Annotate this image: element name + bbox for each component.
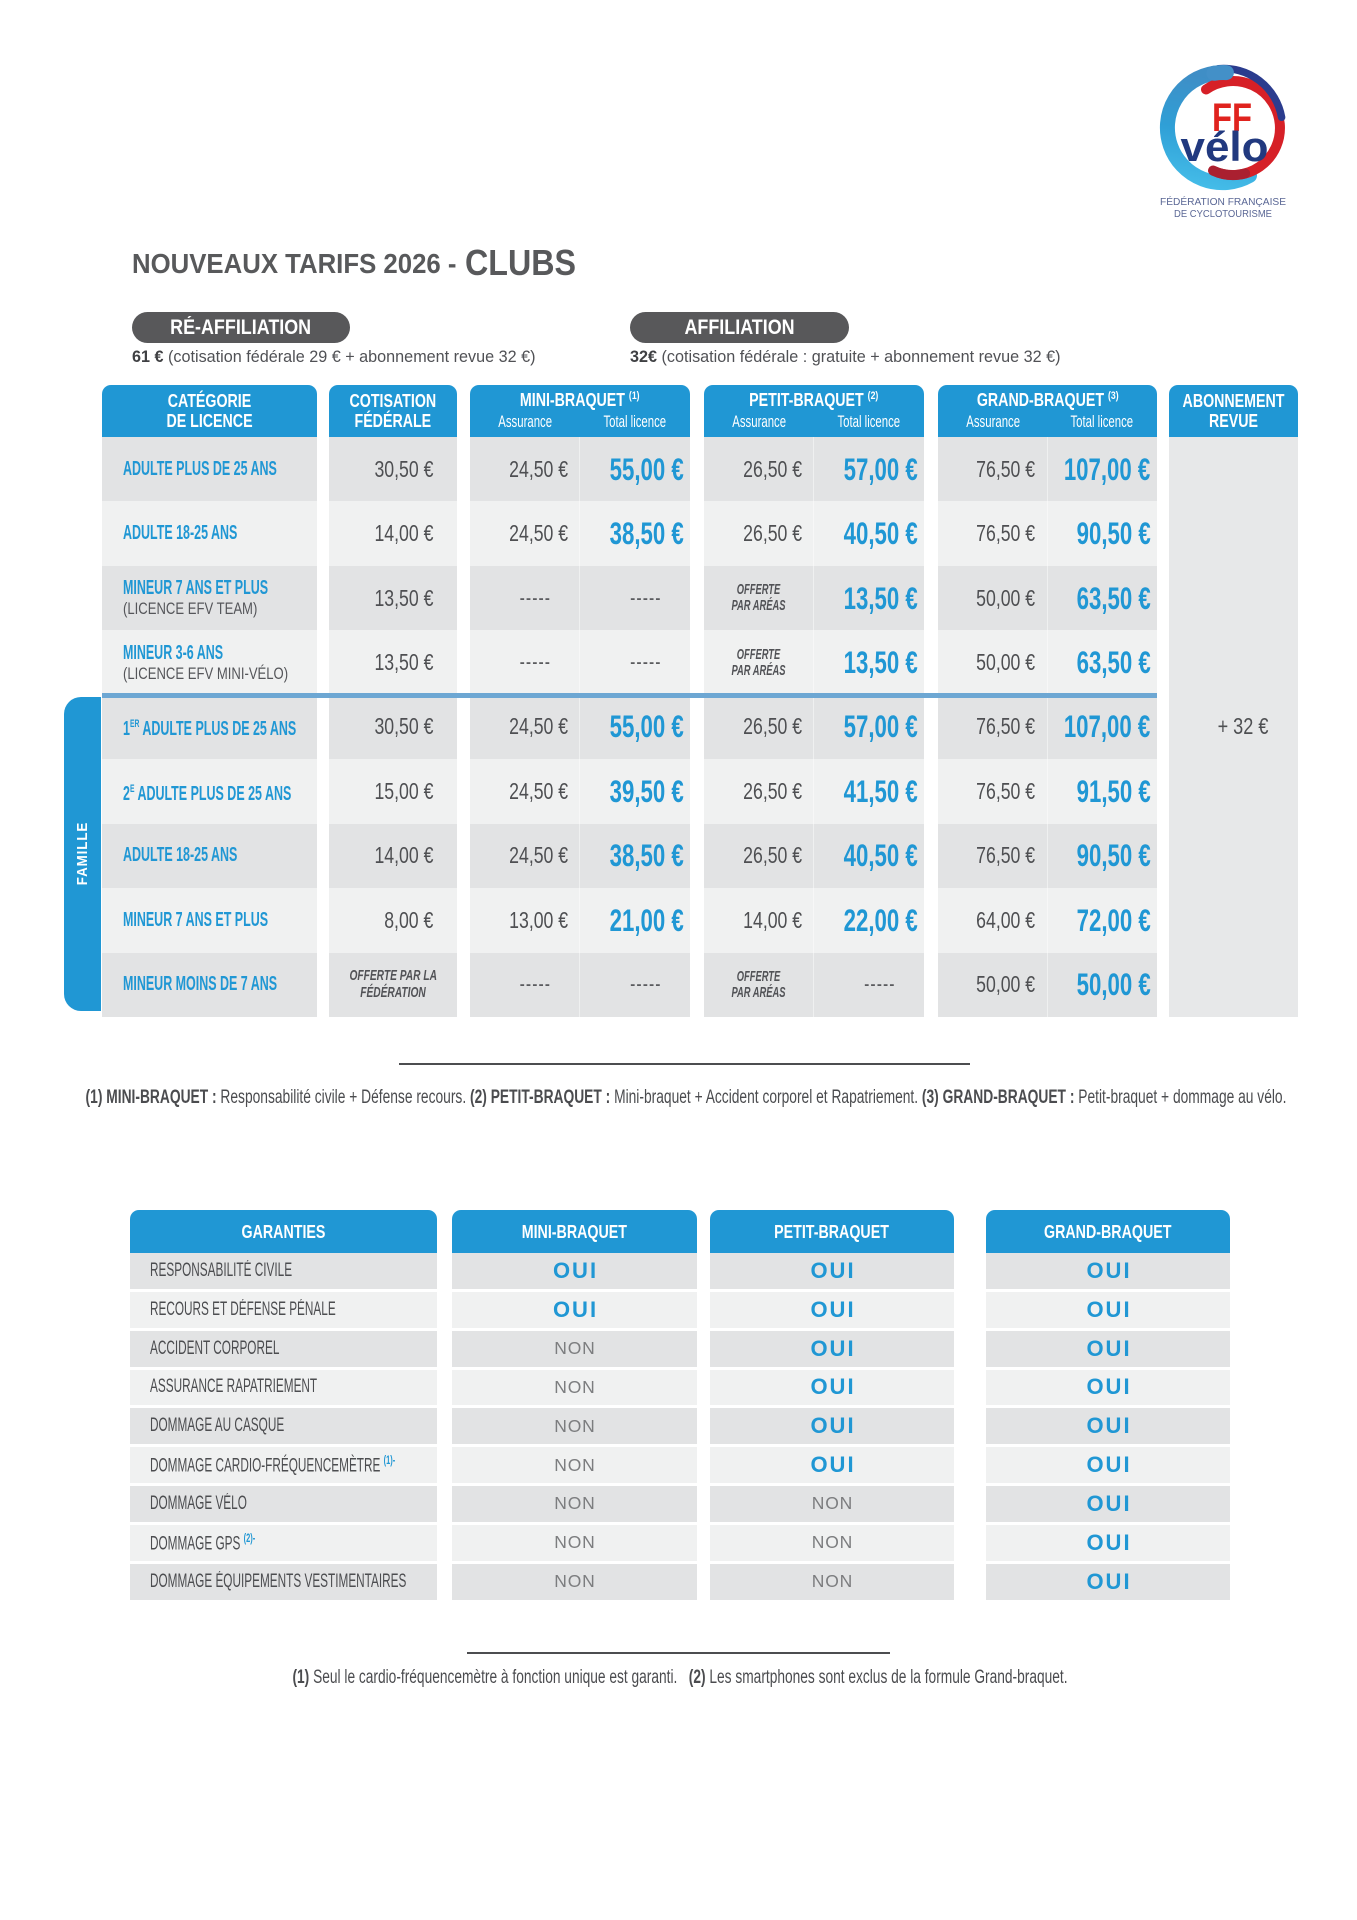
svg-text:DE CYCLOTOURISME: DE CYCLOTOURISME [1174, 209, 1272, 220]
svg-text:vélo: vélo [1181, 123, 1269, 170]
svg-text:FÉDÉRATION FRANÇAISE: FÉDÉRATION FRANÇAISE [1160, 195, 1286, 208]
svg-text:FF: FF [1212, 96, 1252, 140]
